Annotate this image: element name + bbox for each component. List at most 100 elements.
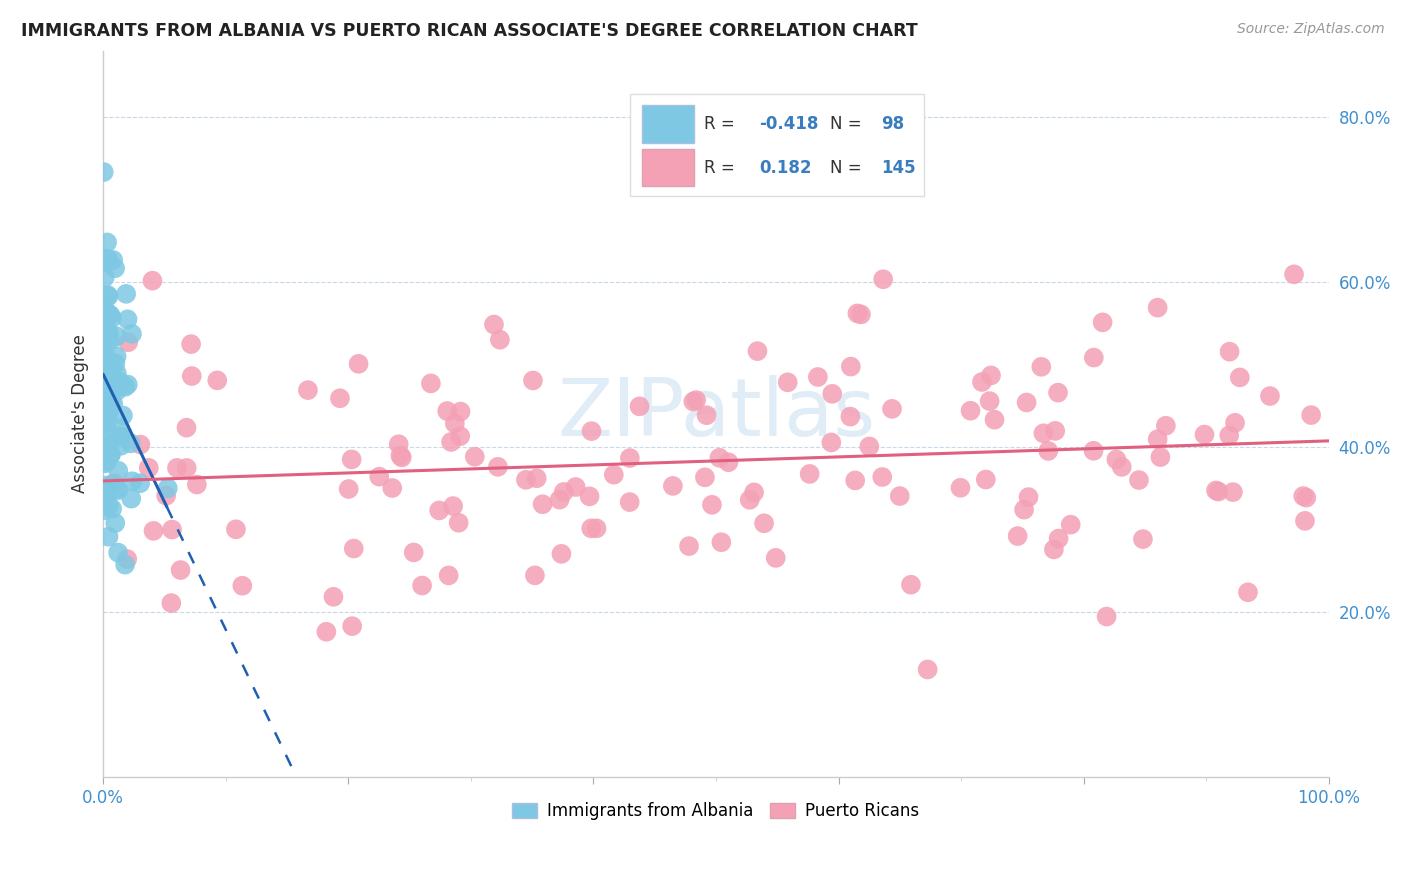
Point bbox=[93, 399, 115, 413]
Point bbox=[98, 367, 121, 381]
Point bbox=[103, 378, 125, 392]
Point bbox=[391, 450, 413, 465]
Point bbox=[96, 441, 118, 455]
Point bbox=[368, 469, 391, 483]
Point bbox=[100, 401, 122, 415]
Point bbox=[752, 516, 775, 531]
Text: 145: 145 bbox=[882, 159, 917, 177]
Point bbox=[839, 359, 862, 374]
Point bbox=[166, 461, 188, 475]
Point bbox=[96, 235, 118, 250]
Text: 98: 98 bbox=[882, 115, 904, 133]
Point bbox=[94, 350, 117, 364]
Point bbox=[176, 420, 198, 434]
Point bbox=[97, 289, 120, 303]
Point bbox=[96, 408, 118, 422]
Point bbox=[111, 430, 134, 444]
Point bbox=[880, 401, 903, 416]
Point bbox=[1060, 517, 1083, 532]
Point bbox=[678, 539, 700, 553]
Point bbox=[1047, 532, 1070, 546]
Point bbox=[1091, 315, 1114, 329]
Point bbox=[980, 368, 1002, 383]
Point bbox=[447, 516, 470, 530]
Point bbox=[322, 590, 344, 604]
Point bbox=[1111, 459, 1133, 474]
Point bbox=[949, 481, 972, 495]
Point bbox=[108, 429, 131, 443]
Point bbox=[155, 489, 177, 503]
Point bbox=[441, 499, 464, 513]
Point bbox=[138, 461, 160, 475]
Point bbox=[93, 165, 115, 179]
Point bbox=[685, 393, 707, 408]
Point bbox=[97, 356, 120, 370]
Point bbox=[169, 563, 191, 577]
Point bbox=[103, 397, 125, 411]
Point bbox=[93, 366, 115, 380]
Point bbox=[807, 370, 830, 384]
Point bbox=[700, 498, 723, 512]
Point bbox=[94, 394, 117, 409]
Point bbox=[858, 439, 880, 453]
Point bbox=[231, 579, 253, 593]
Point bbox=[522, 374, 544, 388]
Point bbox=[97, 407, 120, 421]
Point bbox=[799, 467, 821, 481]
Point bbox=[94, 365, 117, 379]
Point bbox=[450, 404, 472, 418]
Point bbox=[93, 417, 115, 432]
Point bbox=[738, 492, 761, 507]
Point bbox=[849, 307, 872, 321]
Point bbox=[97, 288, 120, 302]
Point bbox=[108, 421, 131, 435]
Point bbox=[1047, 385, 1070, 400]
Point bbox=[1132, 532, 1154, 546]
Point bbox=[381, 481, 404, 495]
Point bbox=[1095, 609, 1118, 624]
Point bbox=[515, 473, 537, 487]
Point bbox=[553, 484, 575, 499]
Point bbox=[436, 404, 458, 418]
Point bbox=[101, 252, 124, 267]
Point bbox=[105, 366, 128, 380]
Point bbox=[1301, 408, 1323, 422]
Point bbox=[225, 522, 247, 536]
Point bbox=[97, 444, 120, 458]
Point bbox=[1015, 395, 1038, 409]
Point bbox=[682, 394, 704, 409]
Point bbox=[717, 455, 740, 469]
Point bbox=[186, 477, 208, 491]
Point bbox=[1105, 452, 1128, 467]
Point bbox=[110, 439, 132, 453]
Point bbox=[747, 344, 769, 359]
Point bbox=[93, 339, 115, 353]
Point bbox=[105, 384, 128, 399]
Point bbox=[437, 568, 460, 582]
Point bbox=[820, 435, 842, 450]
Point bbox=[104, 516, 127, 530]
Point bbox=[104, 357, 127, 371]
Point bbox=[114, 558, 136, 572]
Point bbox=[388, 437, 411, 451]
Point bbox=[523, 568, 546, 582]
Point bbox=[180, 337, 202, 351]
Point bbox=[1083, 443, 1105, 458]
Point bbox=[111, 409, 134, 423]
Point bbox=[489, 333, 512, 347]
Point bbox=[98, 374, 121, 388]
Point bbox=[96, 436, 118, 450]
Point bbox=[693, 470, 716, 484]
Point bbox=[1229, 370, 1251, 384]
Point bbox=[844, 474, 866, 488]
Point bbox=[343, 541, 366, 556]
Point bbox=[1018, 490, 1040, 504]
Point bbox=[103, 384, 125, 398]
Point bbox=[97, 412, 120, 426]
FancyBboxPatch shape bbox=[630, 95, 924, 196]
Point bbox=[821, 387, 844, 401]
Point bbox=[94, 252, 117, 266]
FancyBboxPatch shape bbox=[643, 105, 695, 143]
Point bbox=[1208, 484, 1230, 499]
Point bbox=[129, 437, 152, 451]
